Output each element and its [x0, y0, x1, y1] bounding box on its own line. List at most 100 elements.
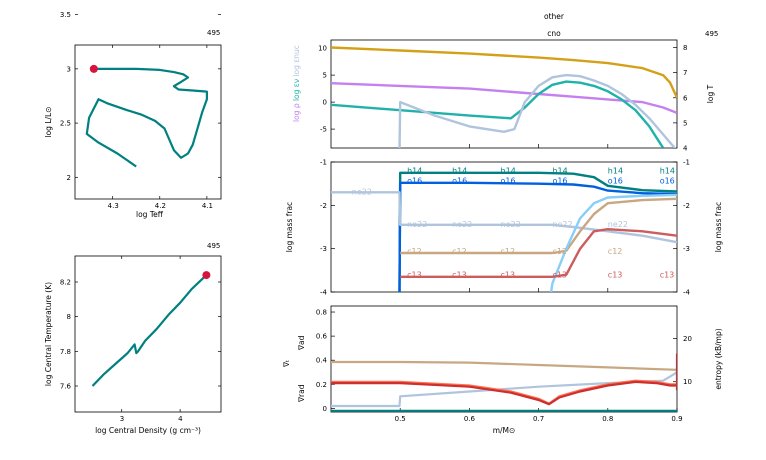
mid-annotation-c12: c12 [407, 247, 422, 256]
top-series-logT [331, 46, 677, 99]
top-ytick-label: 0 [323, 99, 327, 107]
mid-annotation-h14: h14 [660, 167, 675, 176]
bottom-xtick-label: 0.5 [395, 415, 406, 423]
hr-frame [74, 44, 222, 200]
top-subtitle: cno [547, 29, 561, 38]
bottom-series-grad_ad [331, 360, 677, 371]
mid-annotation-ne22: ne22 [501, 220, 521, 229]
bottom-ylabel-gradad: ∇ad [297, 335, 306, 351]
mid-annotation-o16: o16 [660, 177, 675, 186]
bottom-ylabel-gradrad: ∇rad [297, 384, 306, 403]
hr-corner-label: 495 [207, 29, 220, 37]
bottom-series-grad_rad [331, 379, 677, 405]
mid-annotation-o16: o16 [608, 177, 623, 186]
bottom-ytick-right-label: 10 [683, 378, 692, 386]
top-ylabel-right: log T [706, 84, 715, 103]
bottom-ytick-label: 0 [323, 405, 327, 413]
mid-ytick-label: -1 [320, 159, 327, 167]
mid-annotation-ne22: ne22 [352, 187, 372, 196]
mid-annotation-h14: h14 [552, 167, 567, 176]
mid-annotation-c13: c13 [552, 271, 567, 280]
mid-annotation-o16: o16 [407, 177, 422, 186]
center-ytick-label: 7.8 [60, 348, 71, 356]
top-series-rho [331, 82, 677, 115]
mid-ytick-label: -3 [320, 245, 327, 253]
center-ytick-label: 7.6 [60, 383, 72, 391]
center-xlabel: log Central Density (g cm⁻³) [95, 426, 201, 435]
mid-annotation-h14: h14 [501, 167, 516, 176]
mid-ytick-label: -2 [320, 202, 327, 210]
mid-annotation-ne22: ne22 [608, 220, 628, 229]
bottom-xtick-label: 0.9 [671, 415, 682, 423]
hr-ytick-label: 2.5 [60, 120, 71, 128]
hr-ylabel: log L/L⊙ [44, 107, 53, 138]
mid-annotation-h14: h14 [452, 167, 467, 176]
mid-frame [330, 161, 678, 293]
mid-annotation-c12: c12 [552, 247, 567, 256]
top-ytick-right-label: 8 [683, 44, 687, 52]
top-ylabel-part: log εν [292, 79, 301, 103]
center-ytick-label: 8.2 [60, 279, 71, 287]
mid-series-h1 [398, 171, 677, 292]
mid-annotation-c13: c13 [501, 271, 516, 280]
bottom-xtick-label: 0.7 [533, 415, 544, 423]
hr-xtick-label: 4.3 [108, 202, 119, 210]
center-xtick-label: 3 [120, 415, 124, 423]
bottom-xtick-label: 0.6 [464, 415, 476, 423]
mid-ytick-right-label: -3 [683, 245, 690, 253]
bottom-xlabel: m/M⊙ [493, 426, 516, 435]
center-xtick-label: 4 [178, 415, 183, 423]
center-frame [74, 255, 222, 413]
top-ytick-right-label: 7 [683, 69, 687, 77]
mid-annotation-c13: c13 [660, 271, 675, 280]
bottom-ylabel-gradT: ∇ₜ [282, 360, 291, 368]
top-series-eps_nuc [398, 73, 677, 148]
mid-ytick-right-label: -2 [683, 202, 690, 210]
mid-annotation-ne22: ne22 [407, 220, 427, 229]
mid-annotation-h14: h14 [407, 167, 422, 176]
center-current-marker [202, 271, 211, 280]
mid-series-he4 [398, 181, 677, 292]
hr-current-marker [89, 64, 98, 73]
top-ylabel-part: log ρ [292, 103, 301, 122]
hr-ytick-label: 3.5 [60, 11, 71, 19]
bottom-ytick-label: 0.6 [316, 333, 328, 341]
mid-annotation-h14: h14 [608, 167, 623, 176]
bottom-frame [330, 305, 678, 413]
mid-series-ne22 [331, 191, 677, 244]
hr-xlabel: log Teff [136, 210, 164, 219]
bottom-ytick-label: 0.2 [316, 381, 327, 389]
hr-xtick-label: 4.2 [155, 202, 166, 210]
mid-annotation-c12: c12 [608, 247, 623, 256]
bottom-series-grad_T [331, 353, 677, 406]
hr-xtick-label: 4.1 [202, 202, 213, 210]
mid-ylabel-right: log mass frac [714, 202, 723, 252]
mid-ytick-label: -4 [320, 289, 328, 297]
center-track [91, 274, 208, 387]
mid-annotation-o16: o16 [501, 177, 516, 186]
mid-ylabel-left: log mass frac [285, 202, 294, 252]
center-ylabel: log Central Temperature (K) [44, 282, 53, 386]
top-ytick-right-label: 4 [683, 145, 688, 153]
bottom-xtick-label: 0.8 [602, 415, 613, 423]
mid-series-c13 [400, 227, 677, 278]
center-corner-label: 495 [207, 242, 220, 250]
hr-track [85, 67, 208, 168]
mid-series-c12 [400, 197, 677, 255]
mid-ytick-right-label: -1 [683, 159, 690, 167]
top-title: other [544, 12, 565, 21]
top-ytick-label: -5 [320, 126, 327, 134]
bottom-series-entropy [331, 371, 677, 408]
bottom-ytick-right-label: 20 [683, 335, 692, 343]
top-ylabel-part: log εnuc [292, 45, 301, 79]
hr-ytick-label: 3 [67, 65, 71, 73]
center-ytick-label: 8 [67, 313, 71, 321]
top-ytick-label: 5 [323, 72, 327, 80]
bottom-ytick-label: 0.8 [316, 309, 327, 317]
mid-annotation-o16: o16 [452, 177, 467, 186]
top-ytick-right-label: 6 [683, 94, 688, 102]
top-frame [330, 39, 678, 149]
mid-annotation-c12: c12 [501, 247, 516, 256]
mid-annotation-ne22: ne22 [452, 220, 472, 229]
top-ytick-label: 10 [318, 45, 327, 53]
